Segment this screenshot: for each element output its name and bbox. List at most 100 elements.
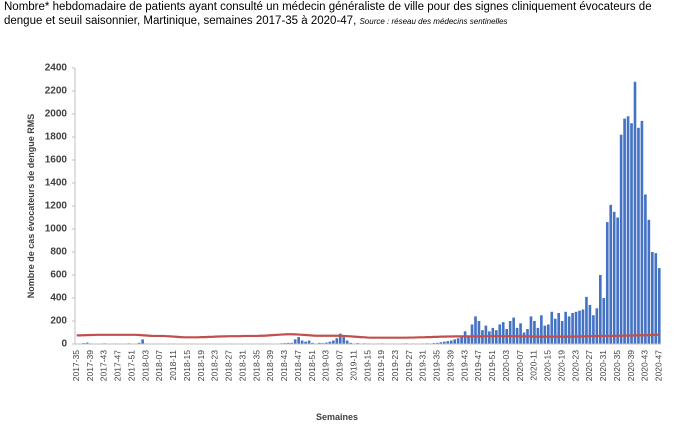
x-tick-label: 2017-39: [85, 350, 95, 381]
bar: [571, 312, 574, 344]
bar: [338, 333, 342, 344]
y-tick-label: 1200: [45, 201, 68, 212]
x-tick-label: 2019-07: [335, 350, 345, 381]
bar: [286, 342, 290, 344]
bar: [335, 338, 339, 344]
x-tick-label: 2020-39: [626, 350, 636, 381]
bar: [529, 316, 533, 344]
bar: [640, 120, 644, 345]
y-tick-label: 600: [50, 270, 67, 281]
bar: [612, 211, 616, 344]
x-tick-label: 2020-35: [612, 350, 622, 381]
x-tick-label: 2019-31: [418, 350, 428, 381]
bar: [436, 342, 439, 344]
bar: [546, 324, 550, 344]
x-tick-label: 2020-03: [501, 350, 511, 381]
x-tick-label: 2020-07: [515, 350, 525, 381]
bar: [332, 340, 335, 344]
bar: [446, 341, 450, 344]
bar: [442, 341, 446, 344]
bar: [560, 321, 564, 344]
bar: [484, 325, 488, 344]
bar: [609, 204, 613, 344]
bar: [595, 308, 599, 344]
bar: [581, 309, 585, 344]
y-tick-label: 1800: [45, 132, 68, 143]
y-tick-label: 2400: [45, 63, 68, 74]
bar: [522, 332, 526, 344]
bar: [304, 341, 307, 344]
source: Source : réseau des médecins sentinelles: [359, 17, 508, 26]
bar: [477, 321, 481, 344]
x-tick-label: 2019-27: [404, 350, 414, 381]
bar: [540, 315, 543, 344]
x-tick-label: 2020-31: [598, 350, 608, 381]
x-tick-label: 2020-47: [654, 350, 664, 381]
x-tick-label: 2019-39: [445, 350, 455, 381]
y-tick-label: 2200: [45, 86, 68, 97]
x-tick-label: 2018-47: [293, 350, 303, 381]
y-tick-label: 400: [50, 293, 67, 304]
x-tick-label: 2019-23: [390, 350, 400, 381]
bar: [508, 321, 512, 344]
bar: [592, 315, 595, 344]
bar: [318, 342, 321, 344]
x-tick-label: 2019-47: [473, 350, 483, 381]
title-text: Nombre* hebdomadaire de patients ayant c…: [4, 1, 652, 27]
bar: [619, 134, 623, 344]
x-tick-label: 2020-11: [529, 350, 539, 381]
bar: [553, 318, 557, 344]
bar: [501, 322, 505, 344]
bar: [345, 340, 349, 344]
y-tick-label: 800: [50, 247, 67, 258]
bar: [512, 317, 515, 344]
x-tick-label: 2018-23: [210, 350, 220, 381]
x-tick-label: 2018-15: [182, 350, 192, 381]
bar: [449, 340, 453, 344]
bar: [654, 253, 658, 344]
bar: [605, 222, 609, 344]
bar: [453, 339, 457, 344]
x-tick-label: 2020-19: [556, 350, 566, 381]
bar: [644, 194, 647, 344]
x-tick-label: 2019-51: [487, 350, 497, 381]
x-tick-label: 2019-43: [459, 350, 469, 381]
bar: [651, 252, 654, 344]
bar: [300, 340, 304, 344]
x-tick-label: 2019-15: [362, 350, 372, 381]
bar: [550, 311, 554, 344]
threshold-line: [76, 333, 660, 339]
bar: [311, 342, 314, 344]
bar: [470, 324, 474, 344]
bar: [307, 340, 311, 344]
bar: [623, 118, 626, 344]
bar: [349, 342, 352, 344]
bar: [467, 337, 470, 344]
bar: [290, 342, 294, 344]
bar: [633, 81, 637, 345]
bar: [657, 268, 661, 344]
bar: [533, 321, 536, 344]
bar: [574, 311, 578, 344]
bar: [588, 304, 592, 344]
bar: [328, 341, 332, 344]
bar: [85, 342, 89, 344]
x-tick-label: 2018-31: [237, 350, 247, 381]
chart-title: Nombre* hebdomadaire de patients ayant c…: [4, 0, 684, 29]
x-tick-label: 2020-15: [543, 350, 553, 381]
bar: [543, 325, 547, 344]
x-tick-label: 2018-11: [168, 350, 178, 381]
y-axis-title: Nombre de cas évocateurs de dengue RMS: [26, 114, 36, 299]
bar: [599, 275, 602, 344]
bar: [602, 298, 606, 344]
bar: [567, 316, 571, 344]
bar: [519, 323, 522, 344]
x-tick-label: 2018-03: [140, 350, 150, 381]
bar: [137, 342, 141, 344]
x-tick-label: 2018-43: [279, 350, 289, 381]
x-tick-label: 2020-23: [570, 350, 580, 381]
bar: [463, 331, 467, 344]
y-tick-label: 1400: [45, 178, 68, 189]
x-tick-label: 2018-51: [307, 350, 317, 381]
bar: [460, 335, 463, 344]
